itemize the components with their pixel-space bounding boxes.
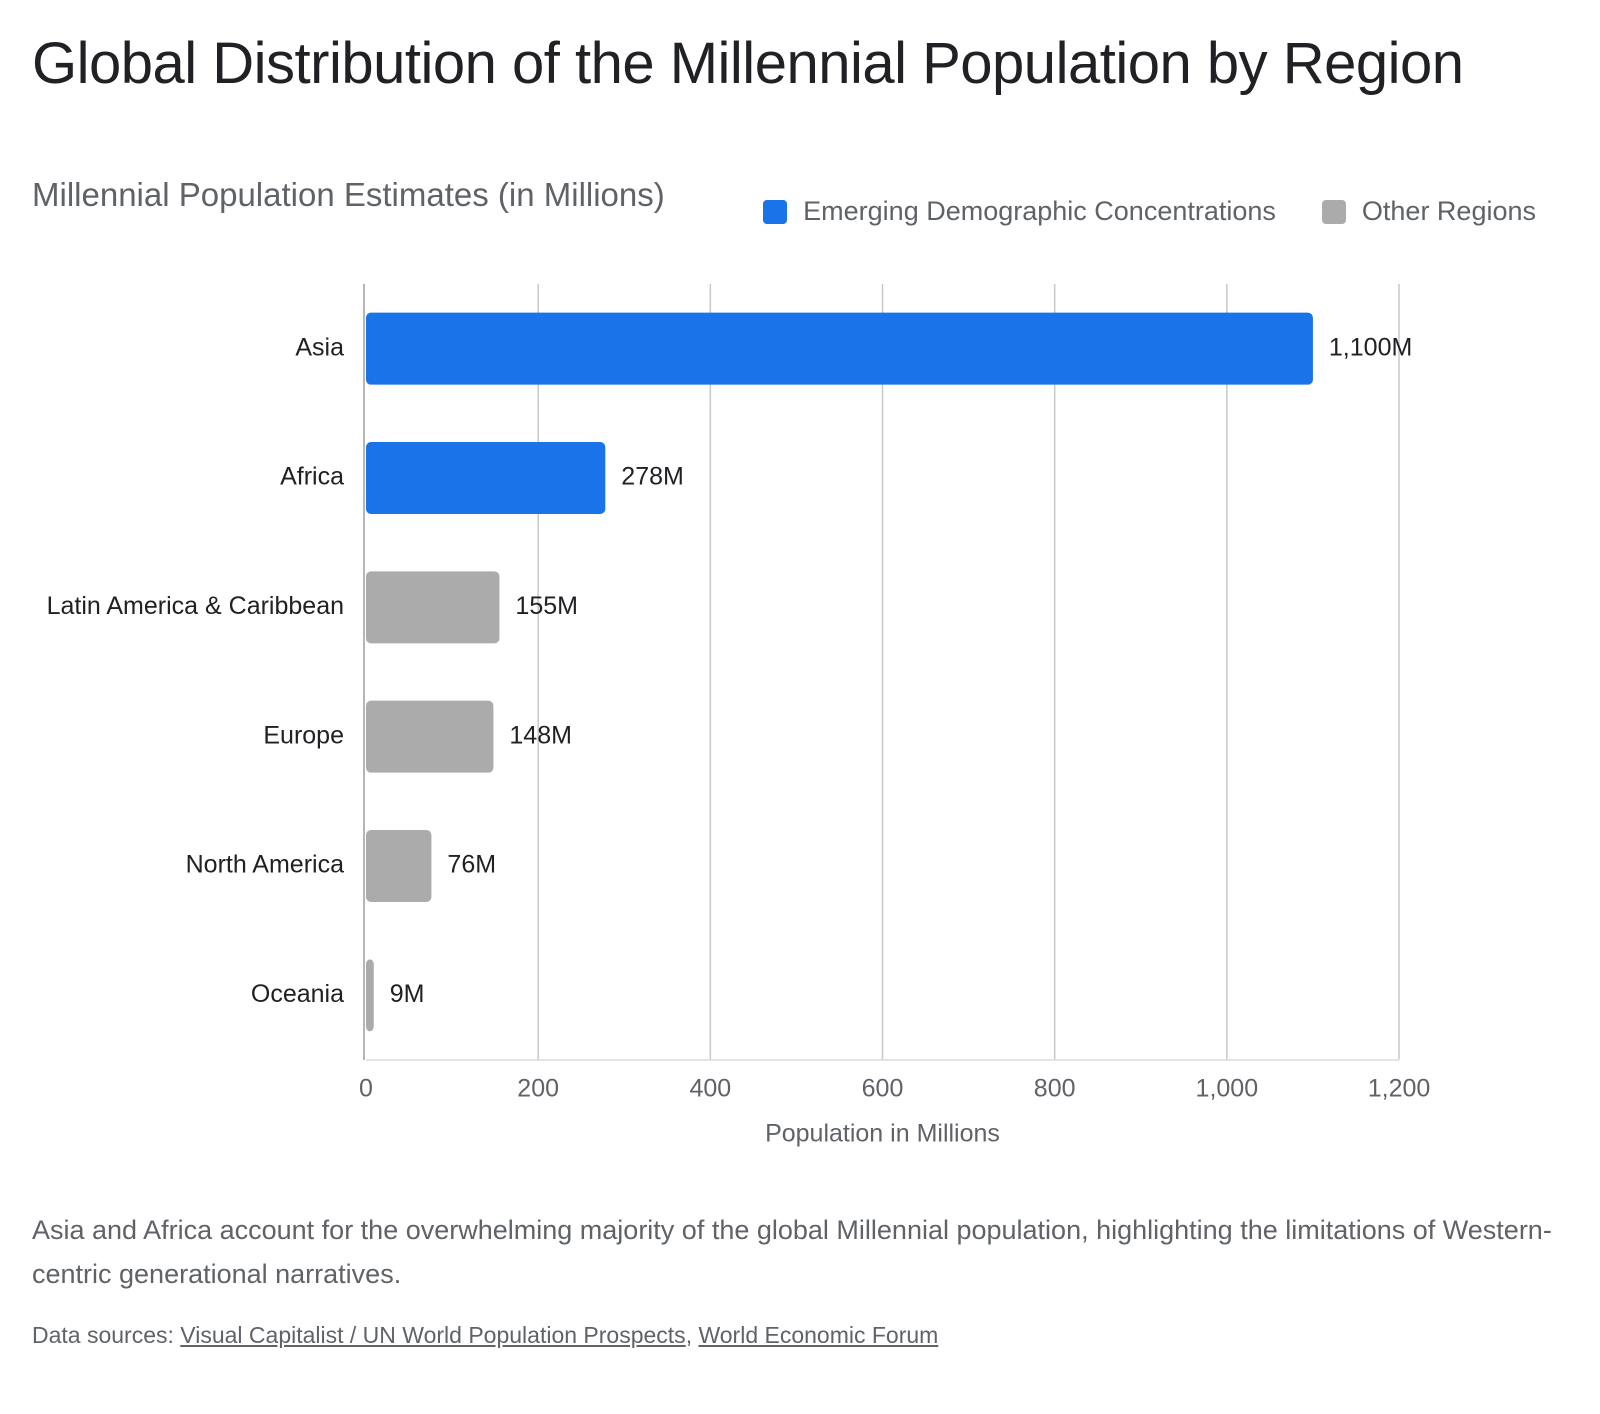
source-link-world-economic-forum[interactable]: World Economic Forum xyxy=(698,1322,939,1348)
x-tick-label-5: 1,000 xyxy=(1196,1075,1259,1103)
data-sources: Data sources: Visual Capitalist / UN Wor… xyxy=(32,1322,938,1349)
bar-4 xyxy=(366,830,432,902)
data-label-0: 1,100M xyxy=(1329,333,1412,361)
data-label-3: 148M xyxy=(509,721,572,749)
bar-3 xyxy=(366,700,494,773)
sources-prefix: Data sources: xyxy=(32,1322,181,1348)
bar-0 xyxy=(366,312,1313,385)
data-label-2: 155M xyxy=(515,592,578,620)
category-label-4: North America xyxy=(186,851,344,879)
category-label-2: Latin America & Caribbean xyxy=(47,592,344,620)
chart-description: Asia and Africa account for the overwhel… xyxy=(32,1215,1552,1289)
source-link-visual-capitalist[interactable]: Visual Capitalist / UN World Population … xyxy=(180,1322,686,1348)
legend: Emerging Demographic Concentrations Othe… xyxy=(717,196,1536,227)
legend-swatch-emerging xyxy=(763,199,788,224)
chart-title: Global Distribution of the Millennial Po… xyxy=(32,31,1464,96)
category-label-1: Africa xyxy=(280,463,344,491)
legend-label-other: Other Regions xyxy=(1361,196,1536,226)
x-tick-label-2: 400 xyxy=(689,1075,731,1103)
x-tick-label-3: 600 xyxy=(862,1075,904,1103)
x-axis-title: Population in Millions xyxy=(765,1120,1000,1148)
legend-swatch-other xyxy=(1321,199,1346,224)
data-label-5: 9M xyxy=(390,980,425,1008)
bar-chart: Asia 1,100M Africa 278M Latin America & Cari… xyxy=(47,284,1431,1148)
x-tick-label-0: 0 xyxy=(359,1075,373,1103)
data-label-4: 76M xyxy=(447,851,496,879)
legend-item-emerging: Emerging Demographic Concentrations xyxy=(763,196,1276,227)
bar-2 xyxy=(366,571,500,644)
category-label-5: Oceania xyxy=(251,980,344,1008)
x-tick-label-4: 800 xyxy=(1034,1075,1076,1103)
x-tick-label-6: 1,200 xyxy=(1368,1075,1431,1103)
legend-label-emerging: Emerging Demographic Concentrations xyxy=(803,196,1276,226)
category-label-0: Asia xyxy=(295,333,344,361)
bar-5 xyxy=(366,959,374,1032)
category-label-3: Europe xyxy=(263,721,344,749)
bar-1 xyxy=(366,442,606,514)
data-label-1: 278M xyxy=(621,463,684,491)
chart-subtitle: Millennial Population Estimates (in Mill… xyxy=(32,176,665,213)
x-tick-label-1: 200 xyxy=(517,1075,559,1103)
legend-item-other: Other Regions xyxy=(1321,196,1536,227)
sources-separator: , xyxy=(685,1322,699,1348)
